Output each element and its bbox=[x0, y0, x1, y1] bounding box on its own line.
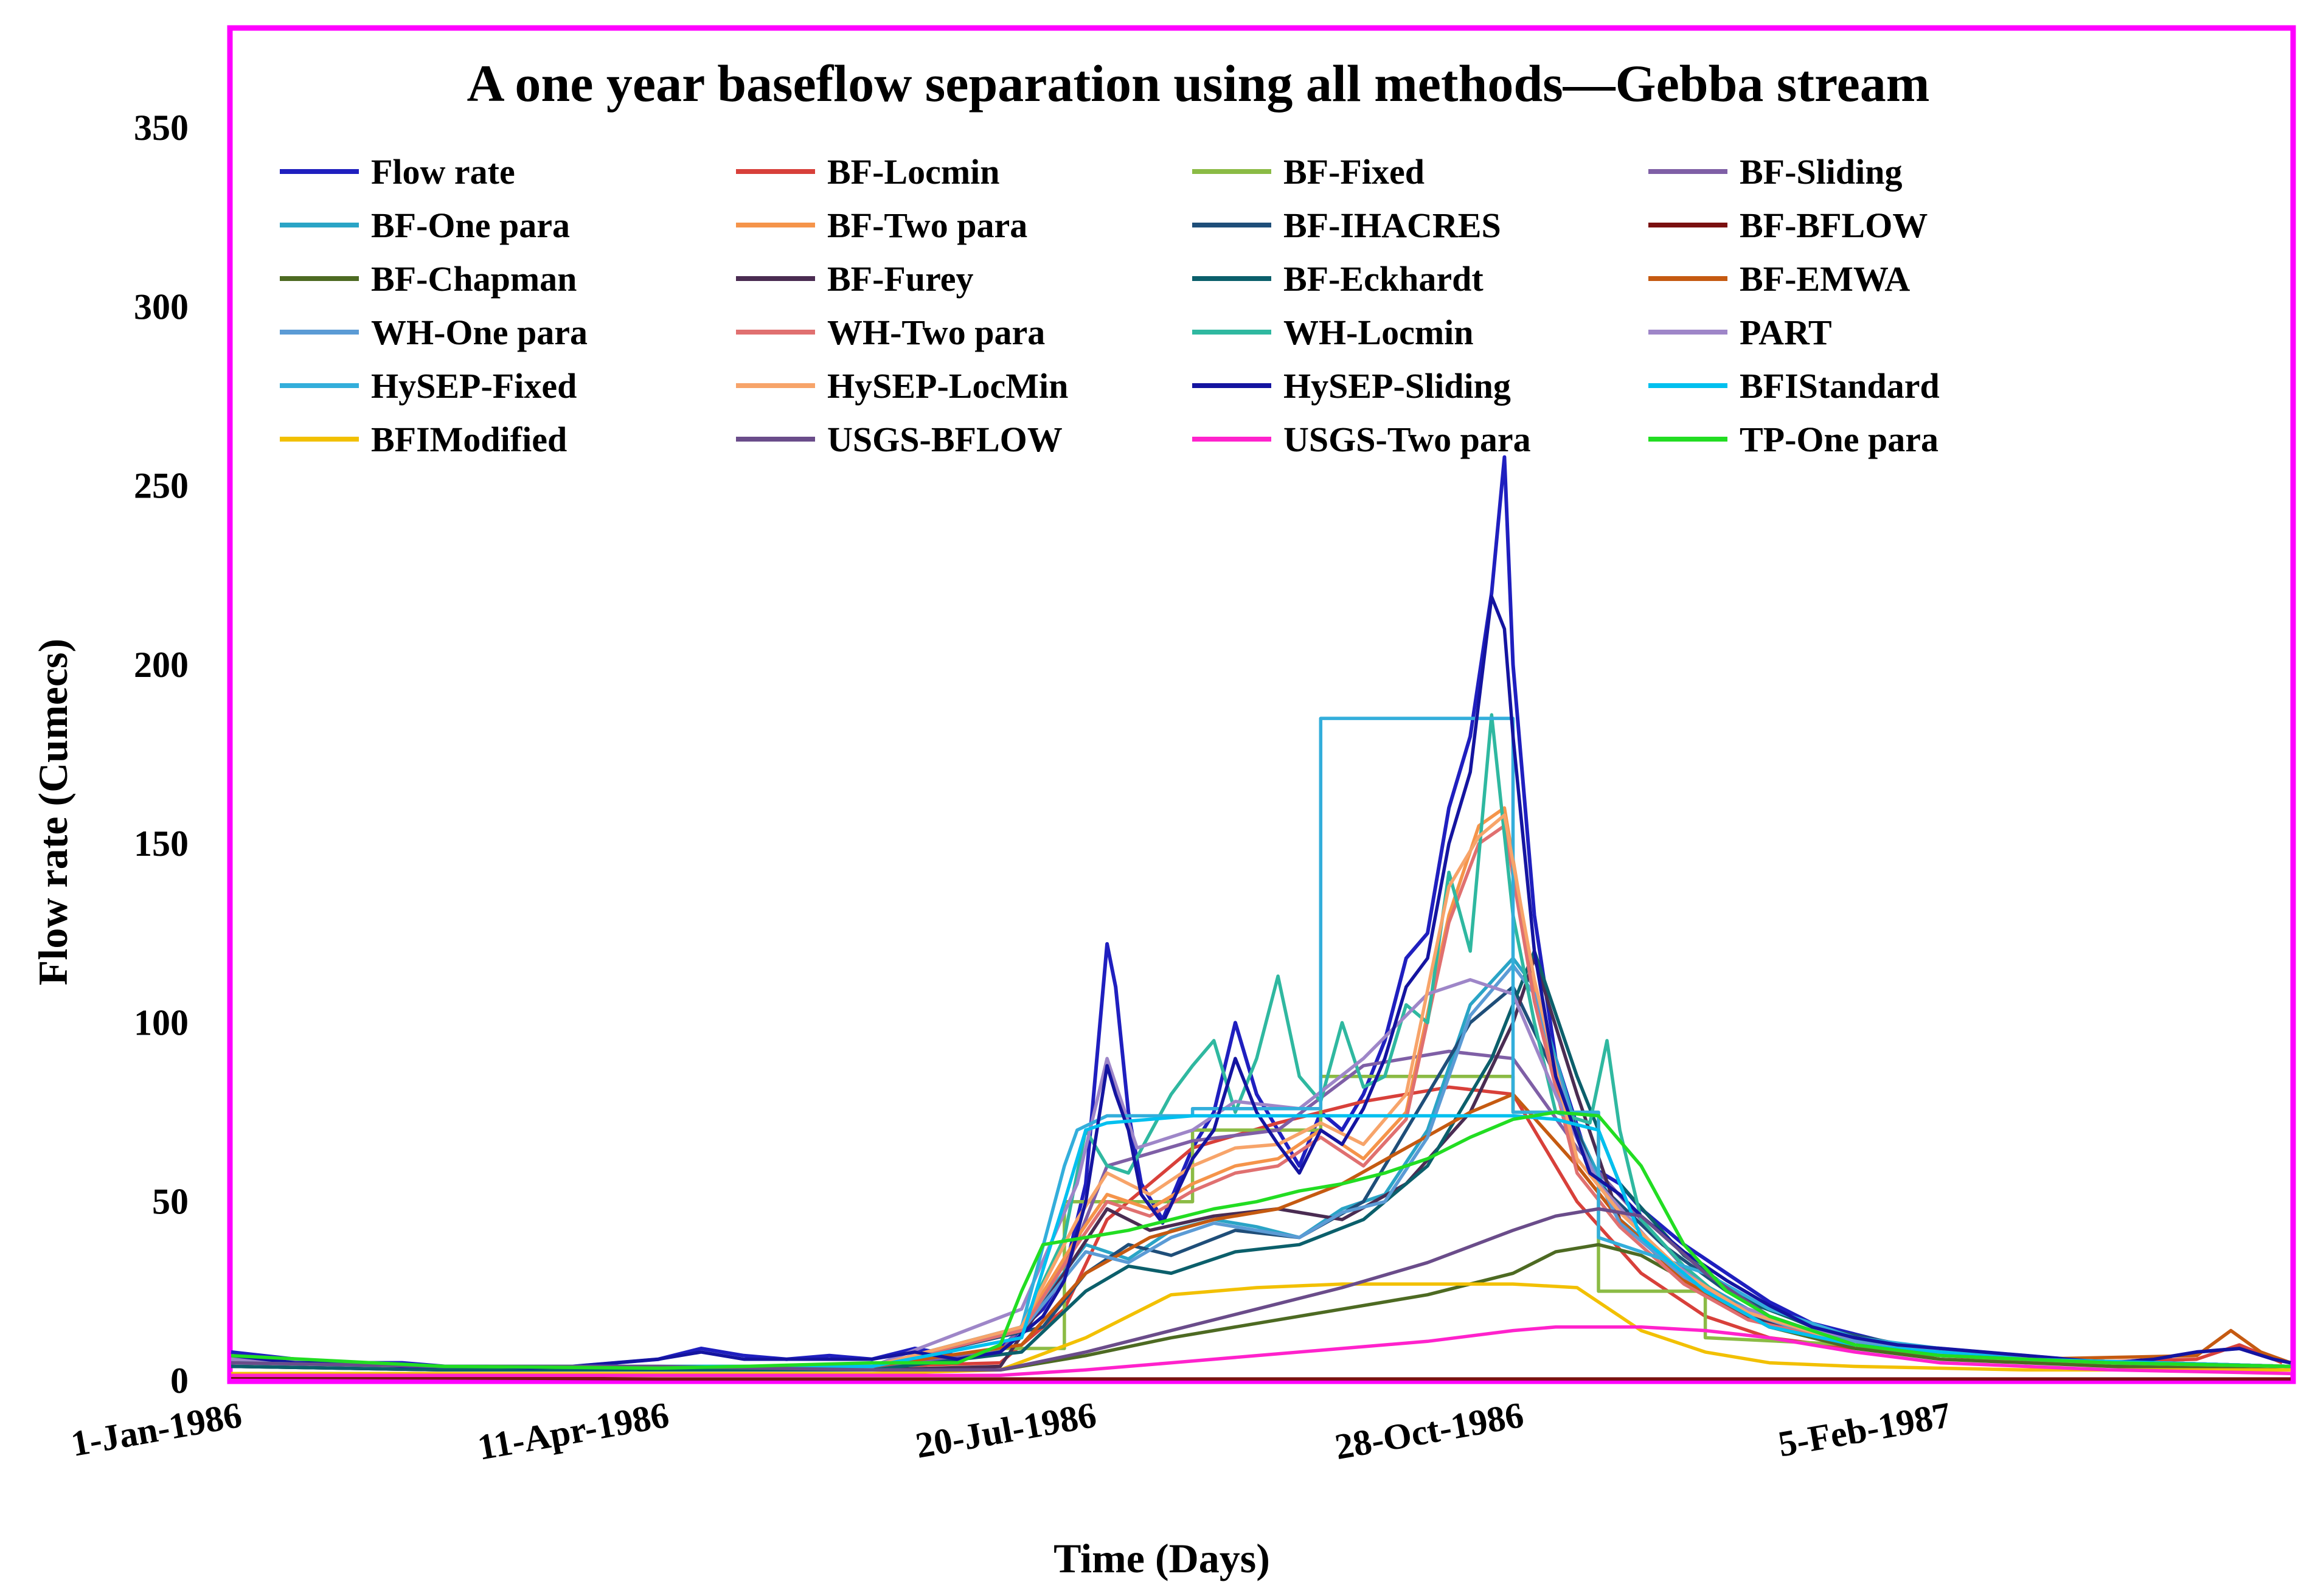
legend: Flow rate BF-Locmin BF-Fixed BF-Sliding BF-O… bbox=[280, 152, 1940, 459]
legend-item-hysep-fixed: HySEP-Fixed bbox=[280, 366, 577, 406]
legend-label: BF-One para bbox=[371, 206, 570, 245]
y-tick-label: 0 bbox=[170, 1361, 189, 1401]
y-tick-label: 150 bbox=[134, 824, 189, 864]
legend-label: BF-EMWA bbox=[1740, 259, 1910, 299]
legend-label: USGS-Two para bbox=[1283, 420, 1531, 459]
series-line-bfimodified bbox=[231, 1282, 2291, 1375]
legend-label: USGS-BFLOW bbox=[827, 420, 1063, 459]
legend-label: WH-Two para bbox=[827, 313, 1045, 352]
legend-label: BFIStandard bbox=[1740, 366, 1940, 406]
legend-item-bf-furey: BF-Furey bbox=[736, 259, 974, 299]
y-tick-label: 50 bbox=[152, 1182, 189, 1222]
plot-frame bbox=[227, 25, 2296, 1384]
legend-item-bf-ihacres: BF-IHACRES bbox=[1192, 206, 1501, 245]
x-tick-label: 5-Feb-1987 bbox=[1775, 1395, 1954, 1465]
legend-item-bf-emwa: BF-EMWA bbox=[1648, 259, 1910, 299]
series-line-tp-one-para bbox=[231, 1110, 2291, 1370]
series-line-hysep-sliding bbox=[231, 595, 2291, 1370]
legend-item-flow-rate: Flow rate bbox=[280, 152, 515, 192]
legend-label: HySEP-Sliding bbox=[1283, 366, 1511, 406]
y-tick-label: 200 bbox=[134, 645, 189, 685]
legend-label: BF-Chapman bbox=[371, 259, 577, 299]
legend-label: BF-Furey bbox=[827, 259, 974, 299]
legend-label: TP-One para bbox=[1740, 420, 1938, 459]
legend-label: BF-IHACRES bbox=[1283, 206, 1501, 245]
legend-item-bf-chapman: BF-Chapman bbox=[280, 259, 577, 299]
y-tick-label: 100 bbox=[134, 1002, 189, 1043]
series-line-usgs-two-para bbox=[231, 1325, 2291, 1377]
legend-item-bfimodified: BFIModified bbox=[280, 420, 567, 459]
x-tick-label: 11-Apr-1986 bbox=[474, 1395, 672, 1468]
legend-label: WH-Locmin bbox=[1283, 313, 1474, 352]
x-axis-label: Time (Days) bbox=[1053, 1535, 1270, 1581]
legend-item-hysep-locmin: HySEP-LocMin bbox=[736, 366, 1068, 406]
legend-item-bf-locmin: BF-Locmin bbox=[736, 152, 1000, 192]
legend-label: BF-Sliding bbox=[1740, 152, 1903, 192]
legend-item-bf-bflow: BF-BFLOW bbox=[1648, 206, 1928, 245]
legend-item-tp-one-para: TP-One para bbox=[1648, 420, 1938, 459]
legend-label: PART bbox=[1740, 313, 1832, 352]
legend-label: Flow rate bbox=[371, 152, 515, 192]
x-tick-label: 28-Oct-1986 bbox=[1332, 1395, 1527, 1467]
series-line-wh-two-para bbox=[231, 824, 2291, 1369]
legend-label: BF-Two para bbox=[827, 206, 1027, 245]
x-tick-label: 1-Jan-1986 bbox=[68, 1395, 245, 1464]
legend-label: HySEP-Fixed bbox=[371, 366, 577, 406]
legend-item-bf-fixed: BF-Fixed bbox=[1192, 152, 1425, 192]
legend-item-hysep-sliding: HySEP-Sliding bbox=[1192, 366, 1511, 406]
legend-label: BFIModified bbox=[371, 420, 567, 459]
legend-label: WH-One para bbox=[371, 313, 588, 352]
x-tick-label: 20-Jul-1986 bbox=[912, 1395, 1099, 1466]
series-line-bf-bflow bbox=[231, 1375, 2291, 1381]
y-tick-label: 350 bbox=[134, 108, 189, 148]
series-line-part bbox=[231, 978, 2291, 1369]
legend-item-usgs-two-para: USGS-Two para bbox=[1192, 420, 1531, 459]
legend-item-bf-two-para: BF-Two para bbox=[736, 206, 1027, 245]
legend-item-wh-one-para: WH-One para bbox=[280, 313, 588, 352]
legend-label: BF-Eckhardt bbox=[1283, 259, 1484, 299]
legend-item-bf-one-para: BF-One para bbox=[280, 206, 570, 245]
legend-label: BF-BFLOW bbox=[1740, 206, 1928, 245]
legend-label: BF-Fixed bbox=[1283, 152, 1425, 192]
legend-label: HySEP-LocMin bbox=[827, 366, 1068, 406]
legend-item-bf-eckhardt: BF-Eckhardt bbox=[1192, 259, 1484, 299]
y-tick-label: 300 bbox=[134, 286, 189, 327]
x-axis-ticks: 1-Jan-1986 11-Apr-1986 20-Jul-1986 28-Oct-1… bbox=[68, 1395, 1954, 1468]
legend-item-usgs-bflow: USGS-BFLOW bbox=[736, 420, 1063, 459]
y-axis-ticks: 0 50 100 150 200 250 300 350 bbox=[134, 108, 189, 1401]
legend-item-bf-sliding: BF-Sliding bbox=[1648, 152, 1903, 192]
y-tick-label: 250 bbox=[134, 466, 189, 506]
y-axis-label: Flow rate (Cumecs) bbox=[30, 639, 76, 985]
legend-item-wh-locmin: WH-Locmin bbox=[1192, 313, 1474, 352]
legend-item-part: PART bbox=[1648, 313, 1832, 352]
legend-item-wh-two-para: WH-Two para bbox=[736, 313, 1045, 352]
legend-item-bfistandard: BFIStandard bbox=[1648, 366, 1940, 406]
chart-title: A one year baseflow separation using all… bbox=[467, 54, 1930, 113]
series-group bbox=[231, 455, 2291, 1381]
legend-label: BF-Locmin bbox=[827, 152, 1000, 192]
